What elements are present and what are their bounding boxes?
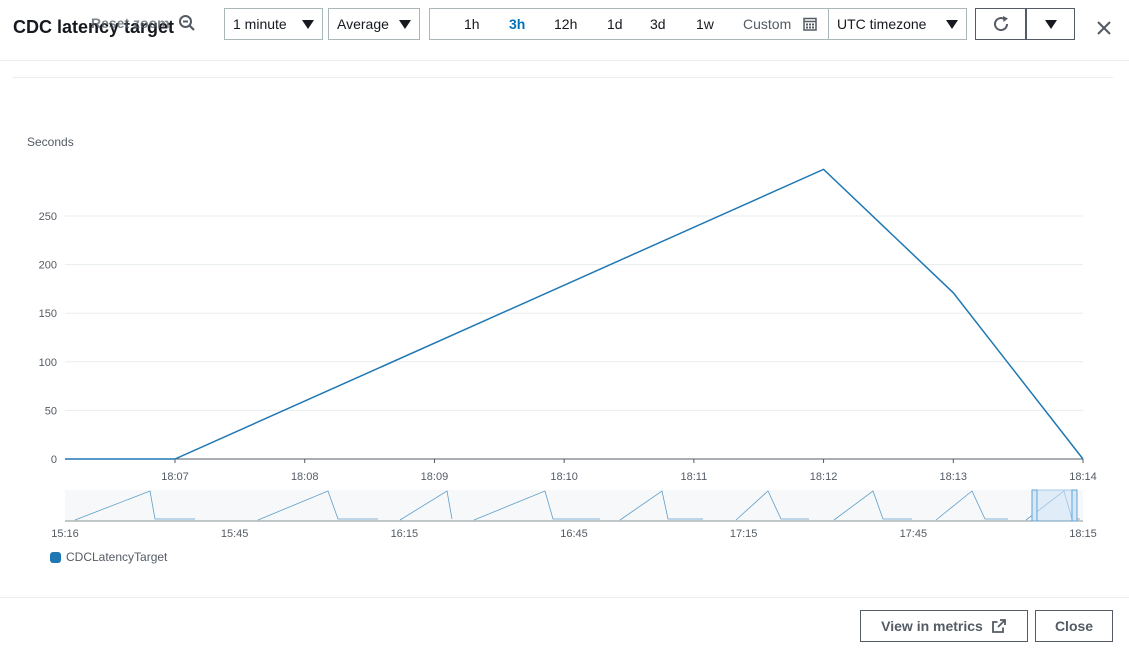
x-tick-label: 18:09	[421, 471, 449, 483]
view-in-metrics-label: View in metrics	[881, 618, 983, 634]
overview-series-line	[74, 490, 195, 521]
range-1w[interactable]: 1w	[696, 16, 714, 32]
x-tick-label: 18:13	[940, 471, 968, 483]
x-tick-label: 18:10	[550, 471, 578, 483]
overview-x-tick-label: 16:45	[560, 528, 588, 540]
legend-swatch	[50, 551, 61, 563]
overview-series-line	[833, 490, 912, 521]
x-tick-label: 18:07	[161, 471, 189, 483]
refresh-icon	[993, 16, 1008, 32]
chevron-down-icon	[946, 19, 958, 29]
overview-series-line	[399, 490, 453, 521]
chevron-down-icon	[302, 19, 314, 29]
overview-handle-left	[1031, 489, 1038, 522]
statistic-select[interactable]: Average	[328, 8, 420, 40]
line-chart[interactable]: Seconds 0 50 100 150 200 250 18:07 18:08 18:09 18:…	[0, 0, 1129, 590]
overview-x-tick-label: 15:45	[221, 528, 249, 540]
y-tick-label: 50	[45, 405, 57, 417]
divider	[0, 597, 1129, 598]
custom-range-button[interactable]: Custom	[743, 16, 792, 32]
series-line	[65, 168, 1084, 460]
range-3d[interactable]: 3d	[650, 16, 666, 32]
overview-background	[65, 490, 1083, 521]
x-tick-label: 18:11	[680, 471, 707, 483]
y-tick-label: 250	[39, 211, 57, 223]
overview-series-line	[735, 490, 809, 521]
overview-series-line	[619, 490, 703, 521]
close-button[interactable]: Close	[1035, 610, 1113, 642]
range-1d[interactable]: 1d	[607, 16, 623, 32]
calendar-icon[interactable]	[803, 17, 817, 31]
caret-down-icon	[1044, 19, 1057, 29]
close-icon[interactable]	[1095, 19, 1113, 37]
range-1h[interactable]: 1h	[464, 16, 480, 32]
overview-x-tick-label: 16:15	[391, 528, 419, 540]
overview-series-line	[935, 490, 1008, 521]
y-tick-label: 150	[39, 308, 57, 320]
refresh-button[interactable]	[975, 8, 1026, 40]
y-tick-label: 0	[51, 454, 57, 466]
overview-x-tick-label: 18:15	[1069, 528, 1097, 540]
zoom-out-icon[interactable]	[178, 14, 196, 32]
period-select-value: 1 minute	[233, 16, 287, 32]
y-tick-label: 200	[39, 260, 57, 272]
modal-title: CDC latency target	[13, 17, 175, 37]
view-in-metrics-button[interactable]: View in metrics	[860, 610, 1028, 642]
x-tick-label: 18:12	[810, 471, 838, 483]
divider	[13, 77, 1113, 78]
reset-zoom-button[interactable]: Reset zoom	[91, 15, 170, 31]
close-label: Close	[1054, 618, 1094, 634]
time-range-selector: 1h 3h 12h 1d 3d 1w Custom	[429, 8, 829, 40]
period-select[interactable]: 1 minute	[224, 8, 323, 40]
chart-legend[interactable]: CDCLatencyTarget	[50, 550, 167, 564]
modal-header: CDC latency target Reset zoom 1 minute A…	[0, 0, 1129, 61]
overview-handle-right	[1071, 489, 1078, 522]
overview-x-tick-label: 15:16	[51, 528, 79, 540]
legend-label: CDCLatencyTarget	[66, 550, 168, 564]
timezone-select-value: UTC timezone	[837, 16, 927, 32]
overview-series-line	[473, 490, 600, 521]
y-axis-label: Seconds	[27, 135, 74, 149]
overview-x-tick-label: 17:15	[730, 528, 758, 540]
external-link-icon	[991, 619, 1006, 633]
chevron-down-icon	[399, 19, 411, 29]
statistic-select-value: Average	[337, 16, 389, 32]
refresh-options-dropdown[interactable]	[1026, 8, 1075, 40]
range-12h[interactable]: 12h	[554, 16, 578, 32]
y-tick-label: 100	[39, 357, 57, 369]
timezone-select[interactable]: UTC timezone	[828, 8, 967, 40]
overview-selection	[1033, 489, 1077, 522]
x-tick-label: 18:14	[1069, 471, 1097, 483]
overview-x-tick-label: 17:45	[900, 528, 928, 540]
overview-series-line	[257, 490, 378, 521]
x-tick-label: 18:08	[291, 471, 319, 483]
range-3h[interactable]: 3h	[509, 16, 526, 32]
